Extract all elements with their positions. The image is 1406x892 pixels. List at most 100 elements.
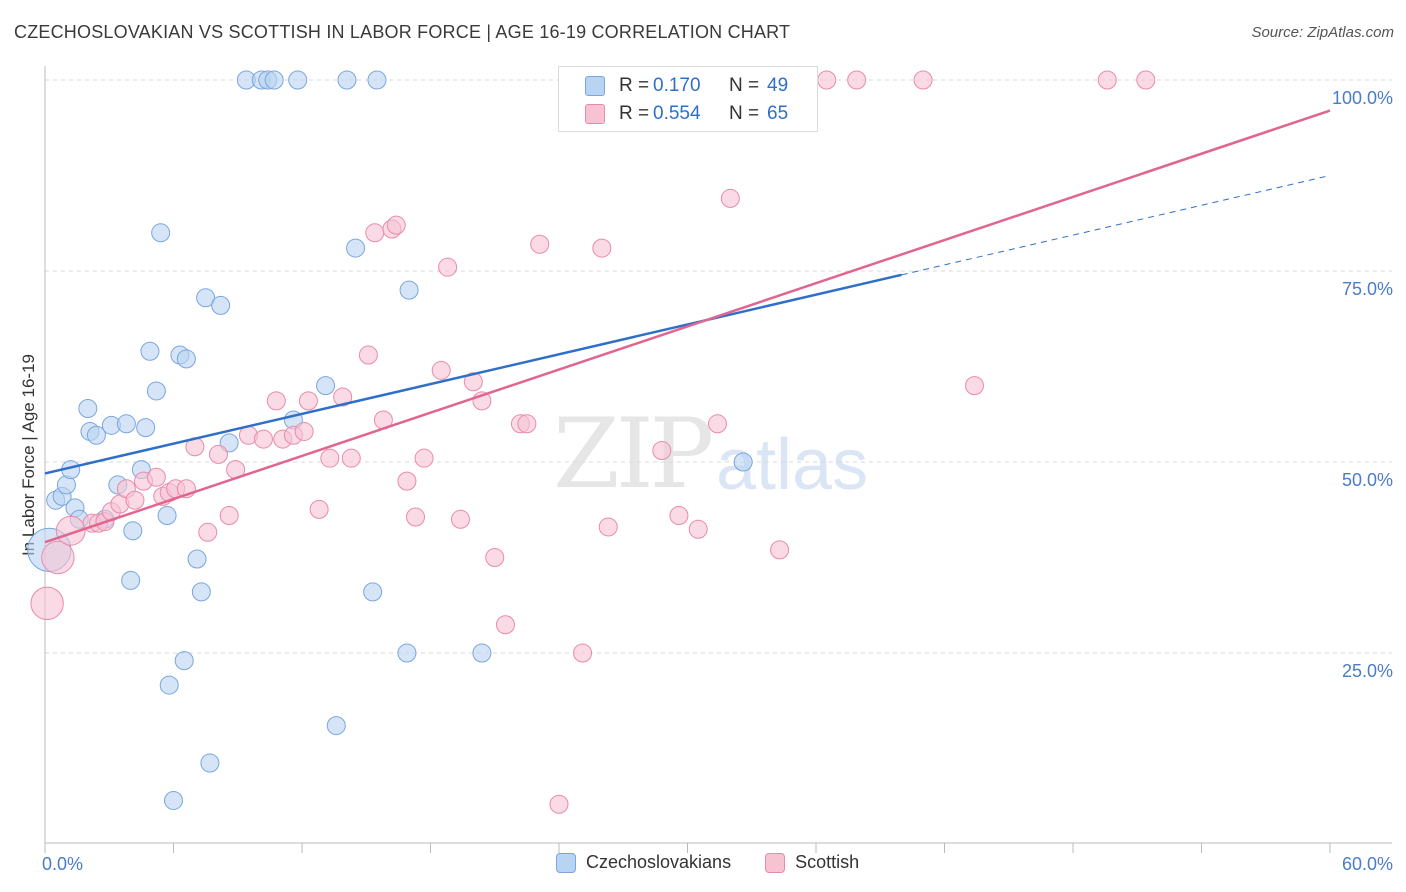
r-value: 0.170: [653, 75, 701, 96]
scottish-point: [414, 448, 434, 468]
czechoslovakian-point: [211, 295, 231, 315]
scottish-point: [333, 387, 353, 407]
czechoslovakian-point: [146, 381, 166, 401]
czechoslovakian-point: [363, 582, 383, 602]
scottish-point: [438, 257, 458, 277]
scottish-point: [1136, 70, 1156, 90]
scottish-point: [592, 238, 612, 258]
pink-swatch: [585, 104, 605, 124]
y-tick-label: 100.0%: [1332, 88, 1393, 108]
n-value: 65: [767, 103, 789, 124]
czechoslovakian-point: [191, 582, 211, 602]
series-legend: Czechoslovakians Scottish: [556, 852, 893, 873]
pink-swatch: [765, 852, 786, 873]
scottish-point: [397, 471, 417, 491]
blue-swatch: [556, 852, 576, 873]
czechoslovakian-point: [78, 399, 98, 419]
scottish-point: [219, 505, 239, 525]
scottish-point: [669, 505, 689, 525]
czechoslovakian-point: [399, 280, 419, 300]
scottish-point: [688, 519, 708, 539]
czechoslovakian-point: [164, 790, 183, 810]
czechoslovakian-point: [140, 341, 160, 361]
scottish-point: [320, 448, 340, 468]
scottish-point: [358, 345, 378, 365]
scottish-point: [847, 70, 867, 90]
scottish-point: [770, 540, 790, 560]
r-label: R =: [619, 103, 650, 124]
czechoslovakian-point: [346, 238, 366, 258]
czechoslovakian-point: [116, 414, 136, 434]
legend-item-scottish: Scottish: [765, 852, 859, 873]
scottish-point: [146, 467, 166, 487]
czechoslovakian-trend-line: [44, 273, 902, 475]
scottish-point: [198, 522, 218, 542]
scottish-point: [652, 441, 672, 461]
y-tick-label: 75.0%: [1342, 279, 1393, 299]
scottish-point: [208, 444, 228, 464]
chart-title: CZECHOSLOVAKIAN VS SCOTTISH IN LABOR FOR…: [14, 22, 791, 42]
scottish-point: [30, 586, 64, 621]
czechoslovakian-point: [337, 70, 357, 90]
czechoslovakian-point: [200, 753, 220, 773]
scottish-point: [964, 376, 984, 396]
czechoslovakian-point: [136, 418, 156, 438]
scottish-point: [598, 517, 618, 537]
czechoslovakian-point: [367, 70, 387, 90]
scottish-point: [1097, 70, 1117, 90]
n-label: N =: [729, 103, 760, 124]
czechoslovakian-point: [187, 549, 207, 569]
blue-swatch: [585, 76, 605, 96]
y-tick-label: 25.0%: [1342, 661, 1393, 681]
y-axis-label: In Labor Force | Age 16-19: [19, 354, 38, 556]
scottish-point: [55, 515, 86, 546]
scottish-point: [406, 507, 426, 527]
czechoslovakian-point: [397, 643, 417, 663]
scottish-point: [913, 70, 933, 90]
czechoslovakian-point: [176, 349, 196, 369]
czechoslovakian-point: [316, 376, 336, 396]
legend-label: Czechoslovakians: [586, 852, 732, 872]
scottish-point: [450, 509, 470, 529]
czechoslovakian-trend-extension: [901, 175, 1331, 276]
scottish-point: [495, 615, 515, 635]
watermark-zip: ZIP: [553, 398, 714, 510]
scottish-point: [530, 234, 550, 254]
scottish-point: [365, 223, 385, 243]
scottish-point: [817, 70, 837, 90]
scottish-point: [485, 548, 505, 567]
czechoslovakian-point: [174, 651, 194, 671]
czechoslovakian-point: [472, 643, 492, 663]
scottish-point: [341, 448, 361, 468]
legend-item-czechoslovakians: Czechoslovakians: [556, 852, 731, 873]
scottish-point: [463, 372, 483, 392]
czechoslovakian-point: [151, 223, 171, 243]
czechoslovakian-point: [123, 521, 143, 541]
scottish-point: [125, 490, 145, 510]
czechoslovakian-point: [264, 70, 284, 90]
scottish-trend-line: [44, 109, 1331, 544]
scottish-point: [517, 414, 537, 434]
czechoslovakian-point: [157, 505, 177, 525]
source-credit: Source: ZipAtlas.com: [1251, 24, 1394, 41]
scottish-point: [294, 421, 314, 441]
scottish-point: [41, 540, 75, 575]
czechoslovakian-point: [288, 70, 308, 90]
scottish-point: [298, 391, 318, 411]
scottish-point: [549, 794, 569, 814]
scottish-point: [707, 414, 727, 434]
r-value: 0.554: [653, 103, 701, 124]
x-tick-label: 0.0%: [42, 854, 83, 874]
n-value: 49: [767, 75, 789, 96]
r-label: R =: [619, 75, 650, 96]
czechoslovakian-point: [733, 452, 753, 472]
czechoslovakian-point: [326, 716, 346, 736]
legend-label: Scottish: [795, 852, 860, 872]
scottish-point: [431, 360, 451, 380]
x-tick-label: 60.0%: [1342, 854, 1393, 874]
scottish-point: [386, 215, 406, 235]
scottish-point: [253, 429, 273, 449]
n-label: N =: [729, 75, 760, 96]
scottish-point: [266, 391, 286, 411]
